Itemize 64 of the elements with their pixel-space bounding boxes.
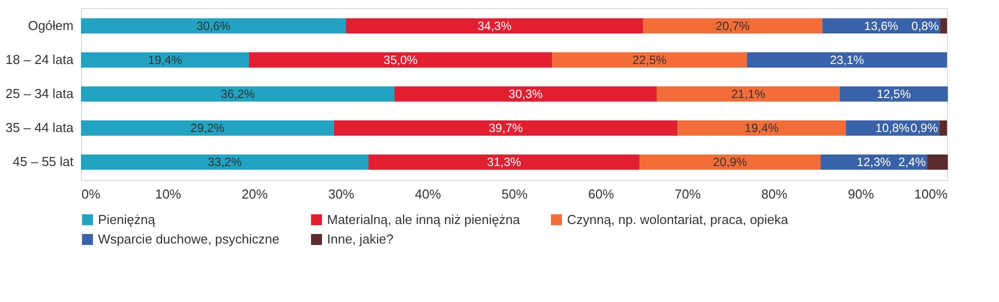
bar: [81, 120, 334, 136]
data-label: 35,0%: [384, 52, 418, 67]
bar: [334, 120, 678, 136]
data-label: 0,9%: [910, 121, 938, 136]
data-label: 12,5%: [876, 87, 912, 101]
legend-label: Pieniężną: [98, 212, 156, 227]
y-tick-label: 45 – 55 lat: [12, 154, 74, 170]
data-label: 20,7%: [716, 18, 750, 33]
x-tick-label: 80%: [761, 186, 788, 202]
y-tick-label: 35 – 44 lata: [6, 120, 74, 136]
data-label: 21,1%: [731, 87, 766, 101]
x-tick-label: 70%: [674, 186, 702, 202]
bar: [368, 154, 640, 170]
data-label: 31,3%: [487, 155, 522, 170]
bar: [643, 18, 822, 34]
x-tick-label: 20%: [242, 186, 268, 202]
data-label: 12,3%: [856, 155, 892, 170]
y-tick-label: 18 – 24 lata: [6, 52, 74, 67]
bar: [552, 52, 747, 68]
data-label: 29,2%: [190, 121, 225, 136]
data-label: 34,3%: [478, 18, 512, 33]
data-label: 30,6%: [196, 18, 231, 33]
bar: [640, 154, 821, 170]
bar: [249, 52, 552, 68]
x-tick-label: 60%: [588, 186, 615, 202]
bar: [81, 154, 369, 170]
bar: [394, 86, 657, 102]
data-label: 33,2%: [208, 155, 242, 170]
data-label: 13,6%: [864, 18, 899, 33]
data-label: 20,9%: [713, 155, 748, 170]
bar: [81, 18, 346, 34]
data-label: 30,3%: [508, 87, 544, 101]
x-tick-label: 90%: [848, 186, 874, 202]
x-tick-label: 100%: [914, 186, 948, 202]
bar: [940, 18, 947, 34]
bar: [656, 86, 840, 102]
bar: [927, 154, 948, 170]
bar: [81, 52, 250, 68]
y-tick-label: Ogółem: [28, 18, 74, 33]
data-label: 10,8%: [875, 121, 910, 136]
bar: [346, 18, 644, 34]
x-tick-label: 30%: [328, 186, 355, 202]
y-tick-label: 25 – 34 lata: [6, 86, 74, 101]
data-label: 23,1%: [830, 52, 864, 67]
data-label: 19,4%: [148, 52, 182, 67]
bar: [840, 86, 948, 102]
x-tick-label: 10%: [155, 186, 182, 202]
x-tick-label: 0%: [82, 186, 101, 202]
x-tick-label: 40%: [414, 186, 442, 202]
bar: [81, 86, 394, 102]
legend-label: Czynną, np. wolontariat, praca, opieka: [567, 212, 789, 227]
data-label: 36,2%: [220, 87, 256, 101]
data-label: 0,8%: [911, 18, 940, 33]
legend-label: Wsparcie duchowe, psychiczne: [98, 232, 280, 246]
x-tick-label: 50%: [501, 186, 528, 202]
data-label: 22,5%: [632, 52, 667, 67]
bar: [678, 120, 846, 136]
bar: [746, 52, 947, 68]
legend-label: Inne, jakie?: [327, 232, 394, 246]
bar: [939, 120, 947, 136]
data-label: 2,4%: [898, 155, 926, 170]
data-label: 19,4%: [744, 121, 780, 136]
data-label: 39,7%: [488, 121, 524, 136]
legend-label: Materialną, ale inną niż pieniężna: [327, 212, 521, 227]
